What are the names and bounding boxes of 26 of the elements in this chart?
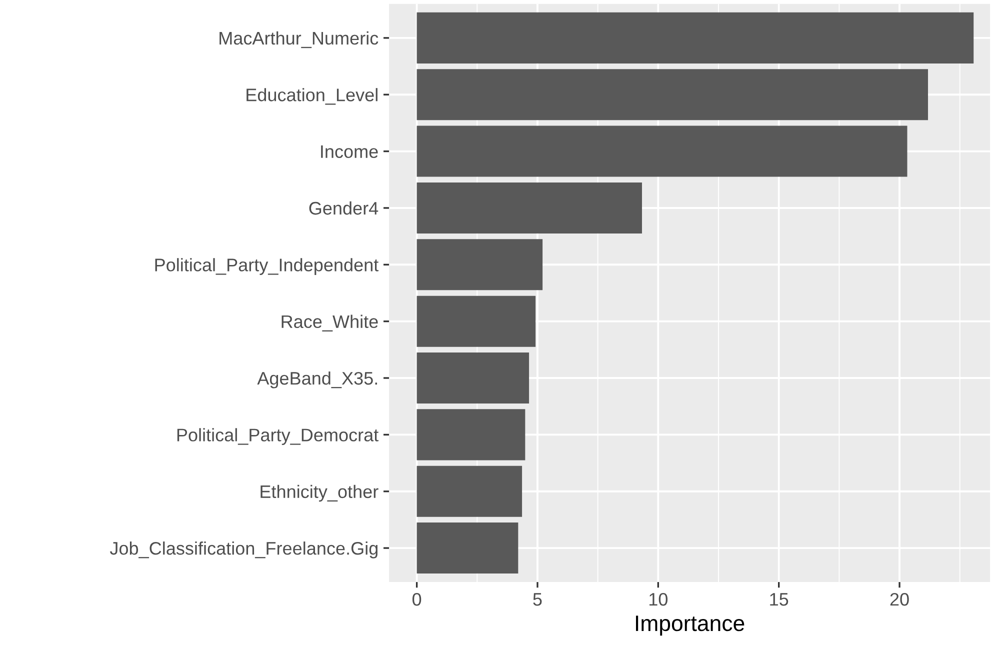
y-tick-label: Race_White: [282, 314, 378, 332]
bar: [416, 522, 518, 574]
y-tick-label: Education_Level: [246, 88, 378, 105]
bar: [416, 466, 522, 517]
bar: [416, 352, 530, 404]
y-tick-label: Gender4: [309, 201, 378, 215]
x-tick-label: 0: [412, 592, 422, 606]
y-tick-label: MacArthur_Numeric: [220, 31, 378, 48]
y-tick-label: Job_Classification_Freelance.Gig: [110, 542, 378, 558]
bar: [416, 12, 974, 64]
x-tick-label: 10: [649, 592, 668, 606]
x-axis-title: Importance: [636, 616, 744, 636]
y-tick-label: AgeBand_X35.: [257, 371, 377, 388]
x-tick-label: 20: [890, 592, 909, 606]
y-tick-label: Income: [321, 145, 378, 158]
x-tick-label: 15: [770, 593, 788, 606]
bar: [416, 126, 908, 177]
y-tick-label: Ethnicity_other: [260, 484, 378, 502]
x-tick-label: 5: [533, 593, 542, 606]
bar: [416, 239, 543, 290]
bar: [416, 69, 928, 120]
y-tick-label: Political_Party_Democrat: [177, 428, 379, 445]
bar: [416, 182, 642, 234]
y-tick-label: Political_Party_Independent: [155, 258, 379, 275]
bar: [416, 296, 536, 347]
bar: [416, 409, 526, 460]
